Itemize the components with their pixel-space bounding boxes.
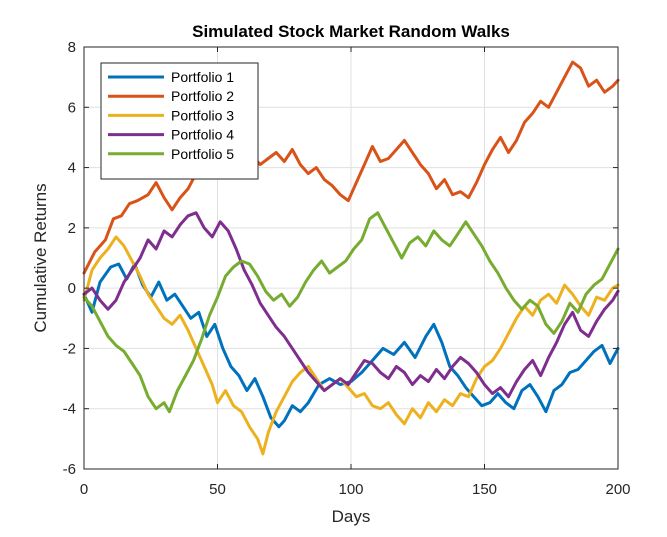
legend-label-3: Portfolio 3 — [171, 107, 234, 123]
x-tick-label: 50 — [209, 481, 226, 498]
y-tick-label: 0 — [68, 280, 76, 297]
x-tick-label: 200 — [605, 481, 630, 498]
x-tick-label: 150 — [472, 481, 497, 498]
y-tick-label: 6 — [68, 99, 76, 116]
y-tick-label: 8 — [68, 39, 76, 56]
legend-box — [100, 62, 259, 180]
series-lines — [82, 60, 620, 456]
y-tick-label: 2 — [68, 220, 76, 237]
series-line-2 — [82, 60, 620, 275]
legend-label-4: Portfolio 4 — [171, 127, 234, 143]
legend-label-2: Portfolio 2 — [171, 88, 234, 104]
y-tick-label: -4 — [63, 401, 76, 418]
y-tick-label: -6 — [63, 461, 76, 478]
y-axis-label: Cumulative Returns — [31, 183, 50, 332]
ticks: 0 50 100 150 200 -6 -4 -2 0 2 4 6 8 — [63, 39, 631, 498]
legend: Portfolio 1 Portfolio 2 Portfolio 3 Portfol… — [100, 62, 259, 180]
x-axis-label: Days — [332, 507, 371, 526]
y-tick-label: 4 — [68, 160, 76, 177]
series-line-4 — [82, 211, 620, 399]
x-tick-label: 100 — [338, 481, 363, 498]
x-tick-label: 0 — [80, 481, 88, 498]
series-line-5 — [82, 211, 620, 414]
y-tick-label: -2 — [63, 340, 76, 357]
chart-title: Simulated Stock Market Random Walks — [192, 22, 510, 41]
series-line-3 — [82, 235, 620, 456]
legend-label-5: Portfolio 5 — [171, 146, 234, 162]
legend-label-1: Portfolio 1 — [171, 69, 234, 85]
